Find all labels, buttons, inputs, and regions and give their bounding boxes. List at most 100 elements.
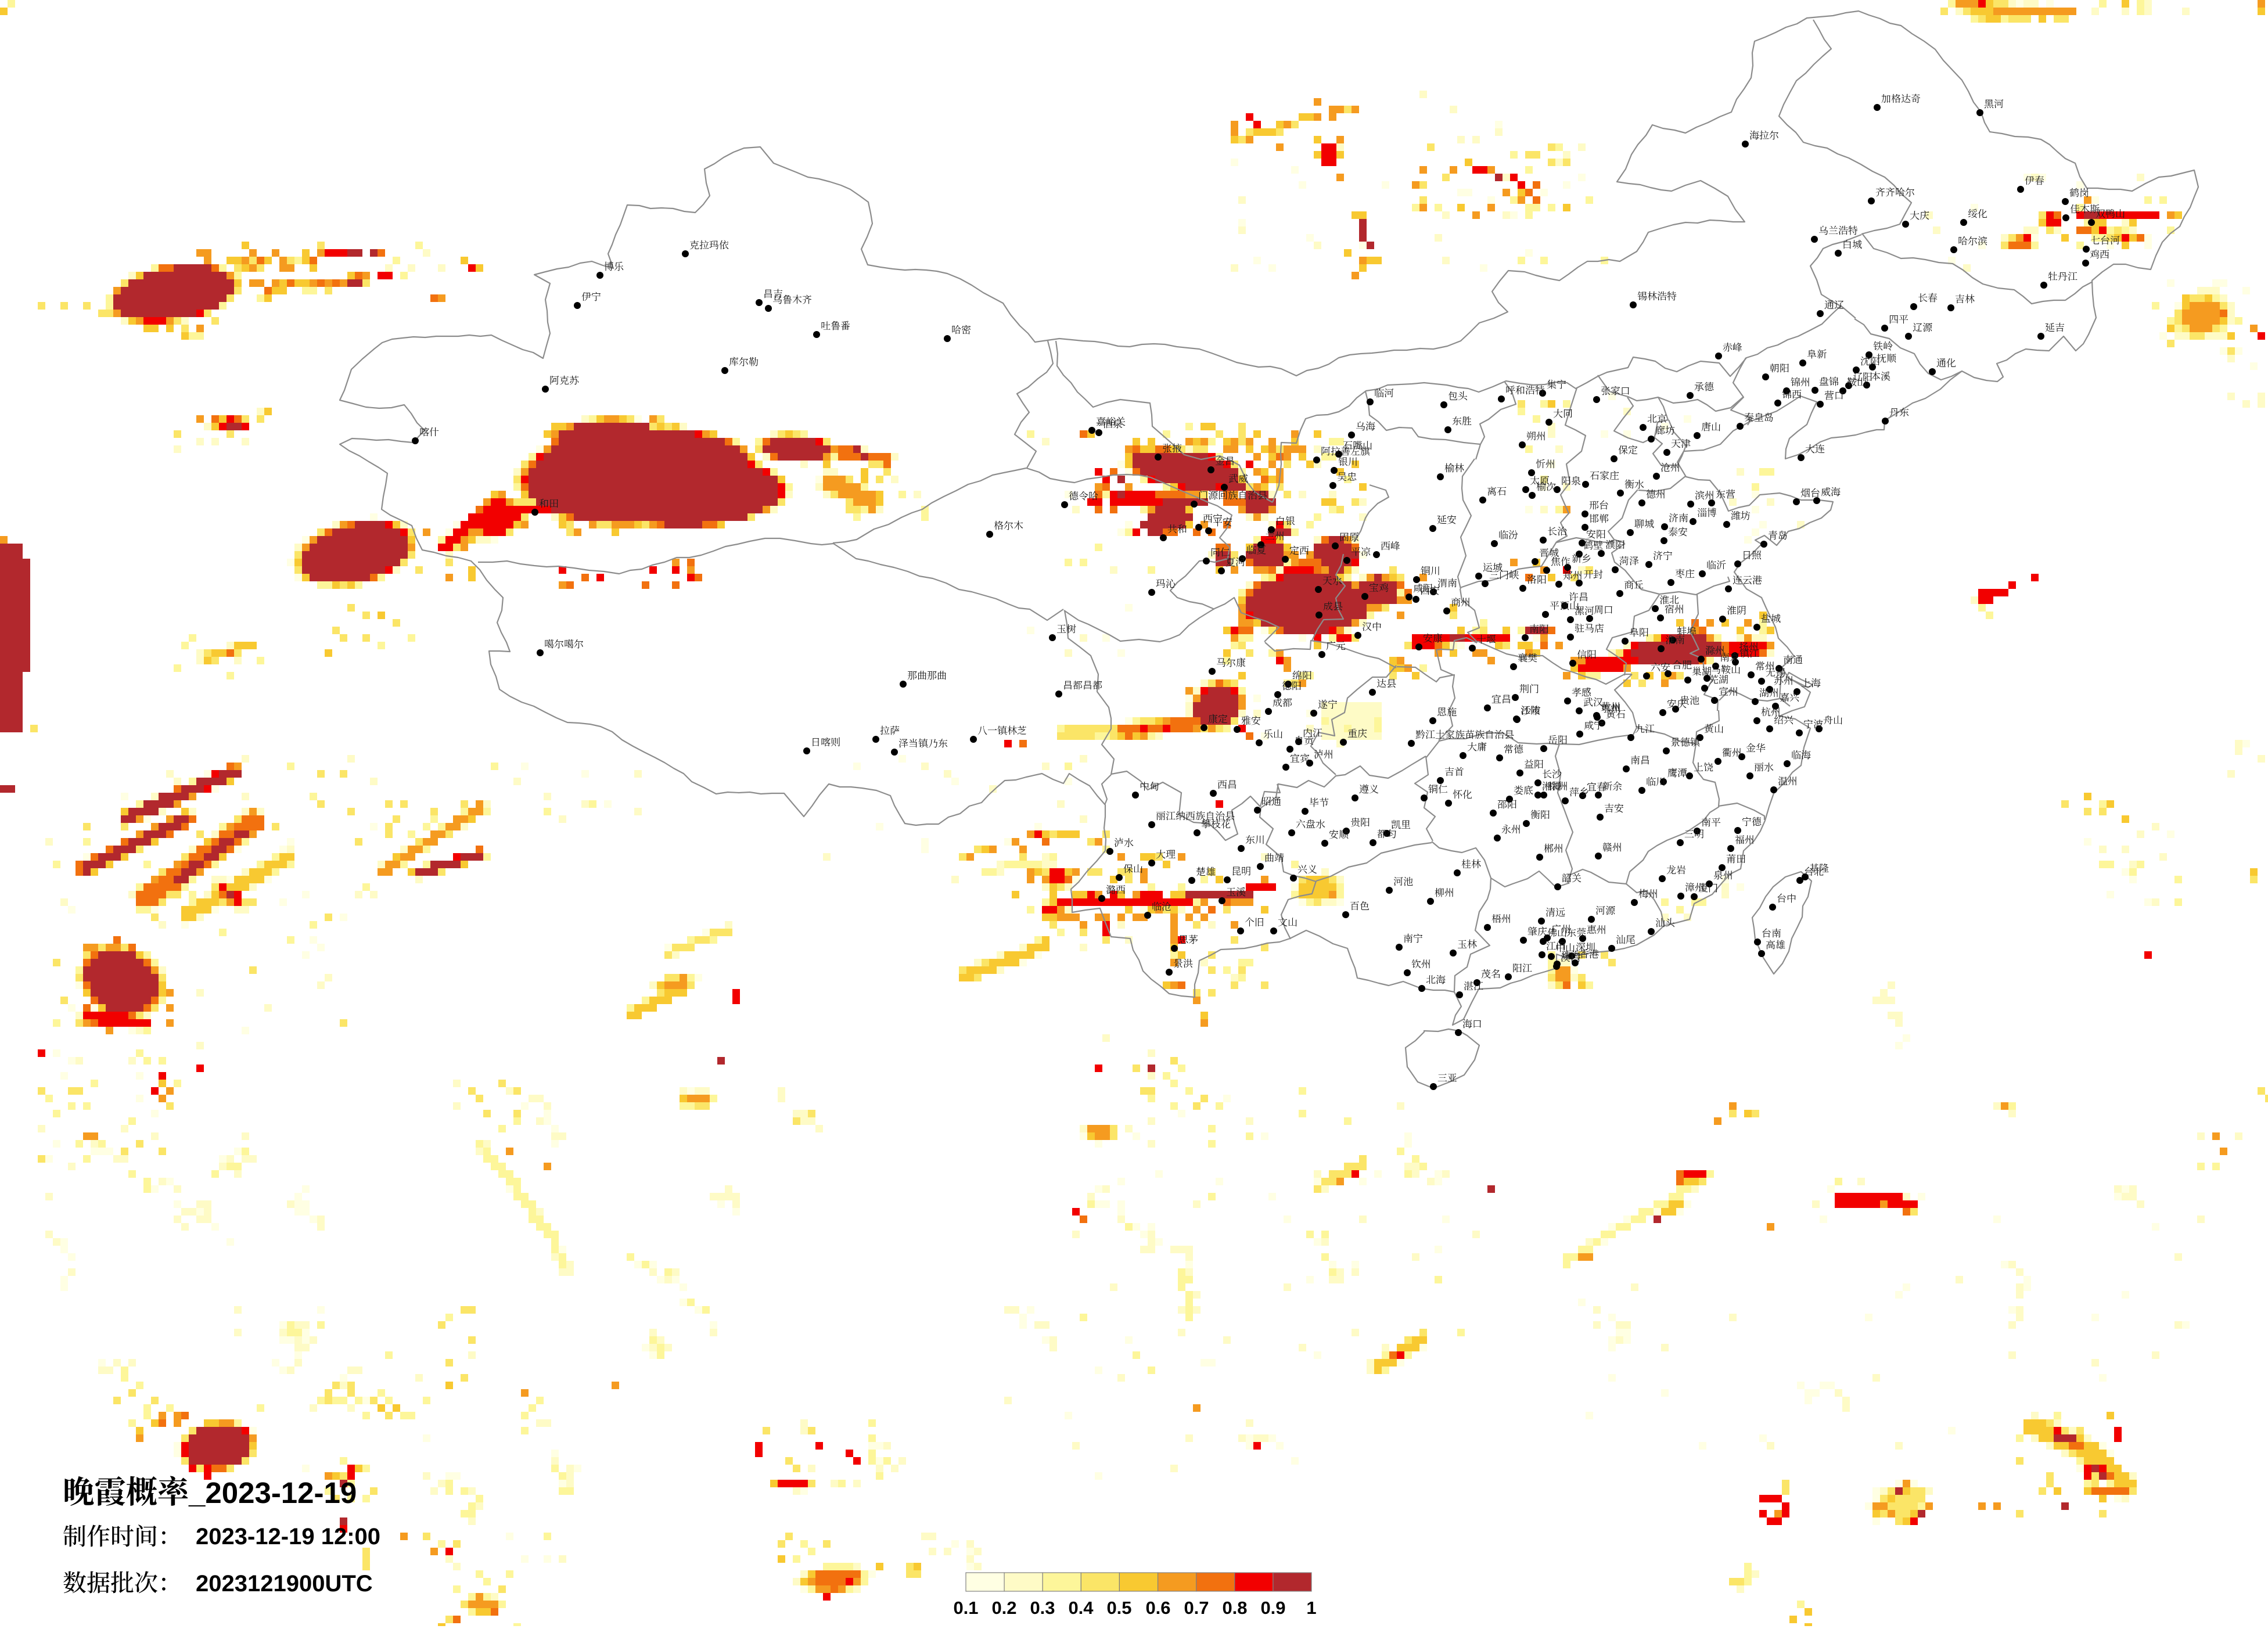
svg-text:岳阳: 岳阳 <box>1548 732 1568 746</box>
svg-text:萍乡: 萍乡 <box>1569 784 1589 799</box>
svg-text:广州: 广州 <box>1551 921 1571 936</box>
svg-text:集宁: 集宁 <box>1547 376 1566 391</box>
svg-text:新余: 新余 <box>1602 778 1622 793</box>
svg-text:北京: 北京 <box>1647 411 1667 425</box>
svg-text:平顶山: 平顶山 <box>1550 598 1579 612</box>
svg-text:昭通: 昭通 <box>1261 793 1281 808</box>
svg-text:德阳: 德阳 <box>1282 678 1302 692</box>
svg-text:镇江: 镇江 <box>1739 645 1759 660</box>
svg-text:黄州: 黄州 <box>1601 699 1620 713</box>
svg-text:哈密: 哈密 <box>951 322 971 336</box>
svg-text:锡林浩特: 锡林浩特 <box>1637 288 1677 303</box>
svg-text:常州: 常州 <box>1755 658 1775 673</box>
svg-text:台北: 台北 <box>1804 864 1824 878</box>
svg-text:绥化: 绥化 <box>1968 206 1987 220</box>
svg-text:铁岭: 铁岭 <box>1873 338 1893 353</box>
svg-text:周口: 周口 <box>1594 602 1613 616</box>
svg-text:大连: 大连 <box>1805 441 1825 455</box>
svg-text:曲靖: 曲靖 <box>1264 850 1284 864</box>
svg-text:大理: 大理 <box>1156 846 1176 861</box>
svg-text:铜川: 铜川 <box>1421 563 1440 577</box>
svg-text:十堰: 十堰 <box>1476 631 1496 646</box>
svg-text:澳门: 澳门 <box>1561 950 1580 964</box>
svg-text:商丘: 商丘 <box>1624 577 1644 591</box>
svg-text:芜湖: 芜湖 <box>1709 671 1728 686</box>
svg-text:鹰潭: 鹰潭 <box>1667 765 1687 779</box>
svg-text:白城: 白城 <box>1842 236 1862 251</box>
svg-text:盐城: 盐城 <box>1761 610 1781 625</box>
svg-text:马尔康: 马尔康 <box>1216 655 1246 669</box>
svg-text:海口: 海口 <box>1462 1016 1482 1030</box>
svg-text:渭南: 渭南 <box>1437 575 1457 589</box>
svg-text:深圳: 深圳 <box>1576 939 1595 954</box>
svg-text:夏河: 夏河 <box>1225 554 1245 569</box>
svg-text:石家庄: 石家庄 <box>1590 468 1619 482</box>
svg-text:鹤岗: 鹤岗 <box>2069 185 2089 199</box>
svg-text:漳州: 漳州 <box>1685 879 1705 894</box>
svg-text:开封: 开封 <box>1583 566 1603 581</box>
svg-text:乌兰浩特: 乌兰浩特 <box>1818 222 1858 237</box>
svg-text:肇庆: 肇庆 <box>1527 923 1547 938</box>
svg-text:汉中: 汉中 <box>1362 618 1382 633</box>
svg-text:安庆: 安庆 <box>1667 696 1687 710</box>
svg-text:湛江: 湛江 <box>1464 978 1483 992</box>
svg-text:南京: 南京 <box>1720 649 1739 664</box>
svg-text:银川: 银川 <box>1338 454 1358 468</box>
svg-text:嘉兴: 嘉兴 <box>1780 689 1799 704</box>
svg-text:河池: 河池 <box>1393 873 1413 888</box>
svg-text:扬州: 扬州 <box>1739 639 1759 653</box>
svg-text:西峰: 西峰 <box>1381 538 1400 552</box>
svg-text:武汉: 武汉 <box>1583 694 1603 709</box>
svg-text:贵阳: 贵阳 <box>1350 814 1370 829</box>
svg-text:湖州: 湖州 <box>1759 685 1779 699</box>
svg-text:汕尾: 汕尾 <box>1616 932 1636 946</box>
svg-text:辽阳: 辽阳 <box>1853 369 1872 383</box>
svg-text:加格达奇: 加格达奇 <box>1881 91 1921 105</box>
svg-text:那曲那曲: 那曲那曲 <box>907 667 947 682</box>
svg-text:荆门: 荆门 <box>1519 681 1539 695</box>
svg-text:北海: 北海 <box>1426 972 1446 986</box>
svg-text:阳泉: 阳泉 <box>1561 473 1582 487</box>
svg-text:营口: 营口 <box>1824 387 1844 402</box>
svg-text:济宁: 济宁 <box>1653 548 1673 562</box>
svg-text:同仁: 同仁 <box>1210 544 1230 559</box>
svg-text:怀化: 怀化 <box>1453 786 1472 801</box>
svg-text:阿克苏: 阿克苏 <box>549 372 579 387</box>
svg-text:六安: 六安 <box>1651 659 1670 674</box>
svg-text:巢湖: 巢湖 <box>1692 663 1712 678</box>
svg-text:保定: 保定 <box>1618 442 1638 456</box>
svg-text:临河: 临河 <box>1374 385 1394 400</box>
svg-text:金昌: 金昌 <box>1215 453 1235 468</box>
svg-text:广元: 广元 <box>1326 638 1346 652</box>
svg-text:许昌: 许昌 <box>1569 589 1588 603</box>
svg-text:襄樊: 襄樊 <box>1518 650 1537 664</box>
svg-text:平凉: 平凉 <box>1351 544 1371 558</box>
svg-text:八一镇林芝: 八一镇林芝 <box>977 722 1027 737</box>
svg-text:连云港: 连云港 <box>1733 572 1762 587</box>
svg-text:衢州: 衢州 <box>1722 745 1742 759</box>
svg-text:拉萨: 拉萨 <box>880 722 900 737</box>
svg-text:0.1: 0.1 <box>953 1598 978 1618</box>
svg-text:景德镇: 景德镇 <box>1670 734 1700 749</box>
svg-text:吉安: 吉安 <box>1604 800 1624 815</box>
svg-text:阳江: 阳江 <box>1512 960 1532 974</box>
svg-text:和田: 和田 <box>539 495 559 510</box>
svg-text:马鞍山: 马鞍山 <box>1711 661 1741 676</box>
svg-text:梧州: 梧州 <box>1491 911 1511 925</box>
svg-text:伊春: 伊春 <box>2025 172 2044 187</box>
svg-text:白银: 白银 <box>1275 513 1295 527</box>
svg-text:共和: 共和 <box>1167 521 1187 535</box>
svg-text:漯河: 漯河 <box>1575 603 1594 617</box>
svg-text:0.7: 0.7 <box>1184 1598 1209 1618</box>
svg-text:1: 1 <box>1306 1598 1316 1618</box>
svg-text:秦皇岛: 秦皇岛 <box>1744 409 1774 424</box>
svg-text:泽当镇乃东: 泽当镇乃东 <box>898 735 948 750</box>
svg-text:南宁: 南宁 <box>1403 930 1423 945</box>
svg-text:阜新: 阜新 <box>1807 346 1827 361</box>
svg-text:绵阳: 绵阳 <box>1292 667 1312 682</box>
svg-text:钦州: 钦州 <box>1411 956 1431 970</box>
svg-text:酒泉: 酒泉 <box>1103 416 1123 430</box>
svg-text:思茅: 思茅 <box>1178 932 1199 946</box>
svg-text:滨州: 滨州 <box>1695 487 1715 502</box>
svg-text:淄博: 淄博 <box>1697 505 1717 519</box>
